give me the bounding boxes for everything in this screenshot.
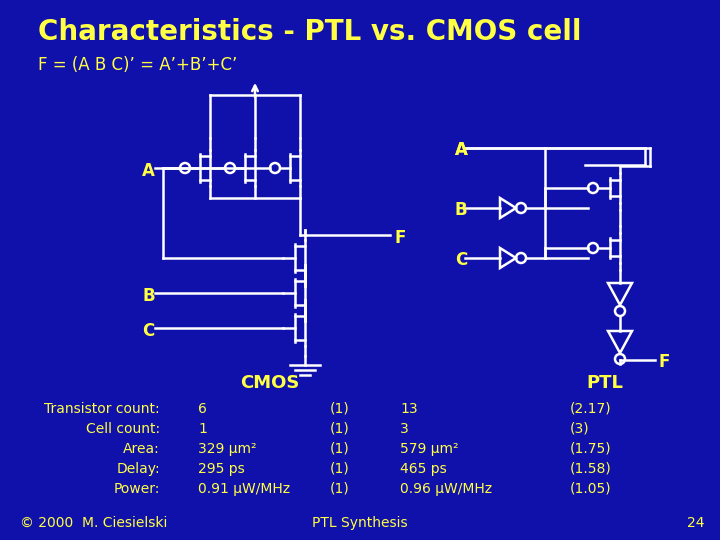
Text: (1): (1) [330,482,350,496]
Text: B: B [455,201,467,219]
Text: (1): (1) [330,402,350,416]
Text: C: C [455,251,467,269]
Text: (1): (1) [330,462,350,476]
Text: A: A [455,141,468,159]
Text: B: B [142,287,155,305]
Text: 3: 3 [400,422,409,436]
Text: (2.17): (2.17) [570,402,611,416]
Text: PTL: PTL [587,374,624,392]
Text: 329 μm²: 329 μm² [198,442,256,456]
Text: 0.96 μW/MHz: 0.96 μW/MHz [400,482,492,496]
Text: 295 ps: 295 ps [198,462,245,476]
Text: © 2000  M. Ciesielski: © 2000 M. Ciesielski [20,516,167,530]
Text: Transistor count:: Transistor count: [45,402,160,416]
Text: 13: 13 [400,402,418,416]
Text: 0.91 μW/MHz: 0.91 μW/MHz [198,482,290,496]
Text: 465 ps: 465 ps [400,462,446,476]
Text: (1.05): (1.05) [570,482,611,496]
Text: 6: 6 [198,402,207,416]
Text: Area:: Area: [123,442,160,456]
Text: C: C [142,322,154,340]
Text: Power:: Power: [114,482,160,496]
Text: Cell count:: Cell count: [86,422,160,436]
Text: (3): (3) [570,422,590,436]
Text: (1.58): (1.58) [570,462,612,476]
Text: PTL Synthesis: PTL Synthesis [312,516,408,530]
Text: F = (A B C)’ = A’+B’+C’: F = (A B C)’ = A’+B’+C’ [38,56,238,74]
Text: 24: 24 [688,516,705,530]
Text: Characteristics - PTL vs. CMOS cell: Characteristics - PTL vs. CMOS cell [38,18,582,46]
Text: CMOS: CMOS [240,374,300,392]
Text: 579 μm²: 579 μm² [400,442,459,456]
Text: Delay:: Delay: [117,462,160,476]
Text: A: A [455,141,468,159]
Text: F: F [394,229,405,247]
Text: F: F [658,353,670,371]
Text: (1): (1) [330,422,350,436]
Text: (1.75): (1.75) [570,442,611,456]
Text: 1: 1 [198,422,207,436]
Text: A: A [142,162,155,180]
Text: (1): (1) [330,442,350,456]
